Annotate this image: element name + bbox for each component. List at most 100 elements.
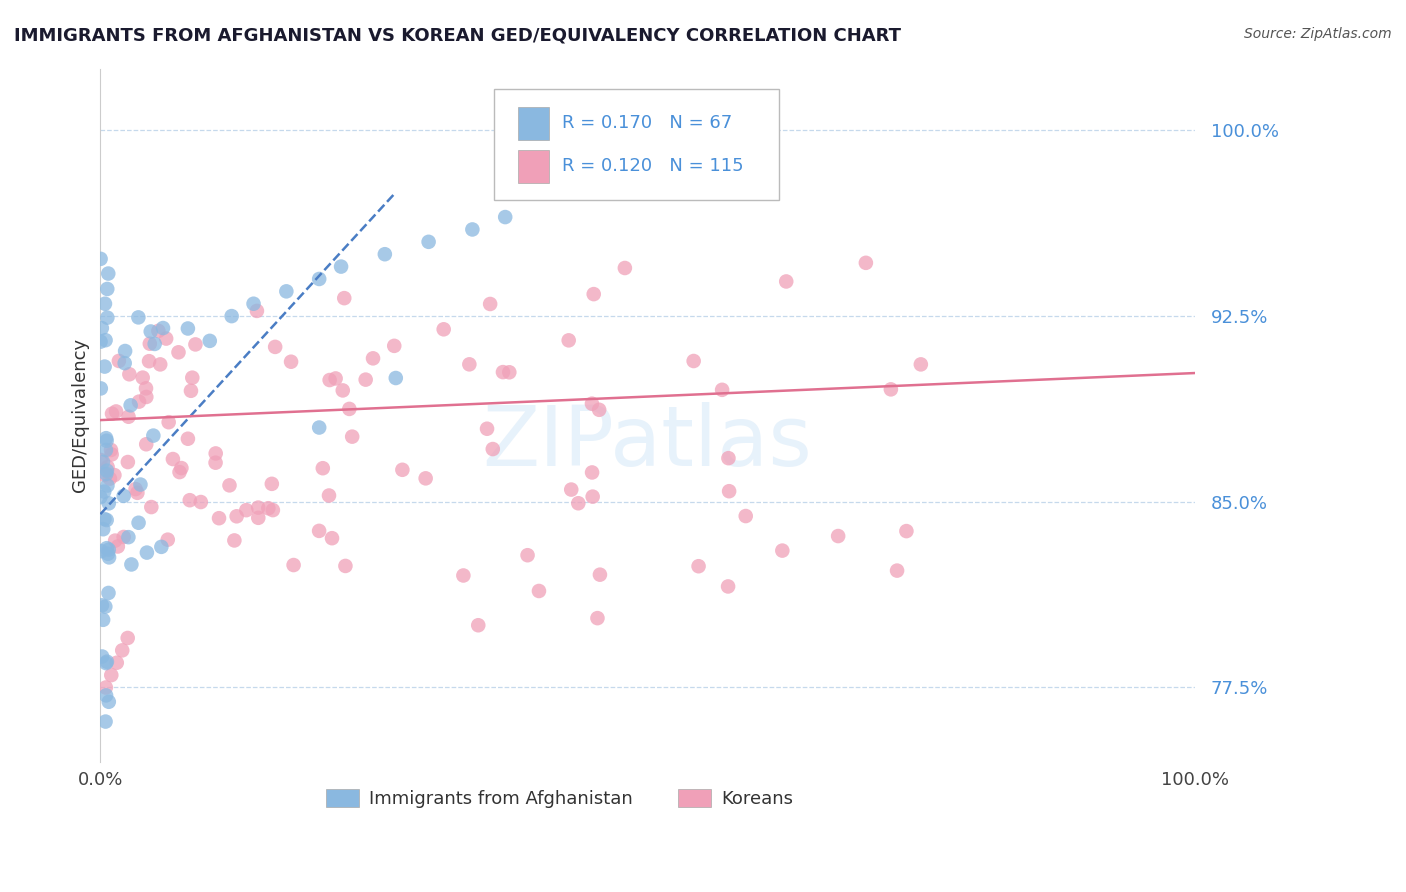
Point <box>120 398 142 412</box>
Point <box>613 260 636 275</box>
Point <box>152 321 174 335</box>
Point <box>91 649 114 664</box>
Text: ZIPatlas: ZIPatlas <box>482 402 813 483</box>
Point <box>97 547 120 561</box>
Point <box>108 354 131 368</box>
Y-axis label: GED/Equivalency: GED/Equivalency <box>72 338 89 492</box>
Point <box>117 530 139 544</box>
Point <box>361 351 384 366</box>
Point <box>886 564 908 578</box>
Point <box>581 466 603 480</box>
Point <box>114 356 136 370</box>
Point <box>94 599 117 614</box>
Point <box>910 357 932 371</box>
Point <box>96 434 118 448</box>
Point <box>139 325 162 339</box>
Point <box>567 496 589 510</box>
Point <box>93 467 115 482</box>
Point <box>827 529 849 543</box>
Point <box>458 357 481 371</box>
Point <box>308 524 330 538</box>
Point <box>382 339 405 353</box>
Point <box>97 695 120 709</box>
Point <box>117 455 139 469</box>
Point <box>221 309 243 323</box>
Point <box>96 464 118 478</box>
Point <box>138 354 160 368</box>
Point <box>114 344 136 359</box>
Point <box>150 540 173 554</box>
Point <box>717 579 740 593</box>
Point <box>453 568 475 582</box>
Point <box>354 373 377 387</box>
Point <box>179 493 201 508</box>
Point <box>688 559 710 574</box>
Point <box>242 297 264 311</box>
Point <box>332 384 354 398</box>
Point <box>308 272 330 286</box>
Point <box>318 489 340 503</box>
Point <box>139 336 162 351</box>
Point <box>131 370 153 384</box>
Point <box>105 656 128 670</box>
Point <box>170 461 193 475</box>
Point <box>128 394 150 409</box>
Point <box>93 359 115 374</box>
Point <box>117 631 139 645</box>
Point <box>224 533 246 548</box>
Point <box>190 495 212 509</box>
Point <box>111 643 134 657</box>
Point <box>148 324 170 338</box>
Point <box>384 371 406 385</box>
Point <box>461 222 484 236</box>
Point <box>90 334 112 349</box>
Point <box>734 509 756 524</box>
Point <box>112 530 135 544</box>
Point <box>112 489 135 503</box>
Point <box>93 484 115 499</box>
Point <box>557 334 579 348</box>
Point <box>225 509 247 524</box>
Point <box>184 337 207 351</box>
Point <box>117 409 139 424</box>
Point <box>143 337 166 351</box>
Point <box>218 478 240 492</box>
Point <box>896 524 918 538</box>
Point <box>142 428 165 442</box>
Point <box>127 485 149 500</box>
Point <box>127 310 149 325</box>
Point <box>264 340 287 354</box>
Text: R = 0.170   N = 67: R = 0.170 N = 67 <box>562 114 733 132</box>
Point <box>177 432 200 446</box>
Point <box>880 382 903 396</box>
Point <box>90 453 112 467</box>
Point <box>280 355 302 369</box>
Point <box>149 358 172 372</box>
Point <box>325 371 347 385</box>
Point <box>333 291 356 305</box>
Point <box>586 611 609 625</box>
Point <box>94 443 117 458</box>
Point <box>128 516 150 530</box>
Point <box>582 490 605 504</box>
Point <box>118 368 141 382</box>
Point <box>97 542 120 557</box>
Legend: Immigrants from Afghanistan, Koreans: Immigrants from Afghanistan, Koreans <box>319 781 801 815</box>
Point <box>91 455 114 469</box>
Point <box>120 558 142 572</box>
Point <box>91 599 114 613</box>
Point <box>91 522 114 536</box>
Point <box>90 381 112 395</box>
Point <box>100 447 122 461</box>
Point <box>91 613 114 627</box>
Point <box>283 558 305 572</box>
Point <box>103 468 125 483</box>
Point <box>262 503 284 517</box>
Point <box>494 210 516 224</box>
Point <box>527 584 550 599</box>
Point <box>135 381 157 395</box>
Point <box>415 471 437 485</box>
Point <box>96 310 118 325</box>
Point <box>124 482 146 496</box>
Point <box>135 546 157 560</box>
